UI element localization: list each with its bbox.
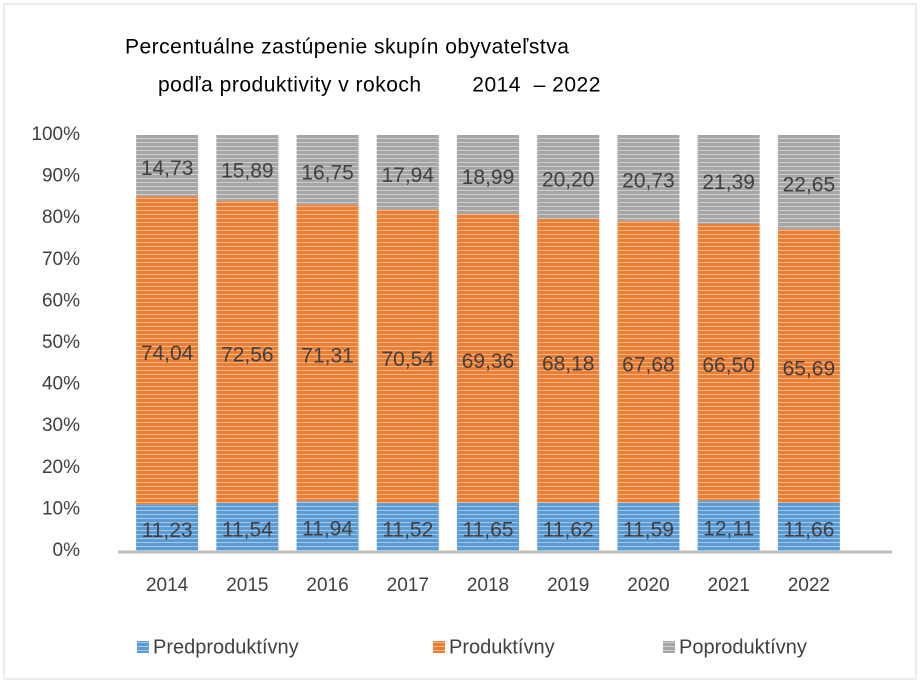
bar-segment: [617, 135, 680, 222]
x-tick-label: 2020: [627, 575, 669, 596]
y-tick-label: 30%: [42, 415, 80, 436]
x-tick-label: 2018: [467, 575, 509, 596]
y-tick-label: 90%: [42, 166, 80, 187]
data-label: 20,20: [542, 169, 595, 192]
bar-segment: [617, 502, 680, 551]
data-label: 11,59: [623, 518, 674, 541]
bar-segment: [777, 229, 840, 503]
x-tick-label: 2017: [387, 575, 429, 596]
data-label: 72,56: [221, 344, 274, 367]
bar-segment: [296, 135, 359, 205]
y-tick-label: 100%: [31, 124, 80, 145]
data-label: 71,31: [301, 345, 354, 368]
data-label: 11,52: [382, 519, 433, 542]
bar-segment: [136, 504, 199, 551]
bar-segment: [376, 135, 439, 210]
data-label: 68,18: [542, 352, 595, 375]
bar-segment: [617, 221, 680, 503]
data-label: 11,94: [302, 518, 353, 541]
legend-label: Poproduktívny: [679, 636, 807, 658]
x-tick-label: 2021: [708, 575, 750, 596]
data-label: 17,94: [381, 164, 434, 187]
legend-swatch: [433, 641, 445, 653]
legend-swatch: [663, 641, 675, 653]
bar-segment: [697, 223, 760, 501]
bar-segment: [216, 135, 279, 202]
bar-segment: [136, 196, 199, 505]
data-label: 11,54: [222, 519, 273, 542]
y-tick-label: 50%: [42, 332, 80, 353]
bar-segment: [537, 502, 600, 551]
y-tick-label: 60%: [42, 290, 80, 311]
data-label: 66,50: [702, 354, 755, 377]
bar-segment: [136, 135, 199, 197]
data-label: 11,23: [142, 519, 193, 542]
y-tick-label: 0%: [53, 540, 81, 561]
bar-segment: [537, 135, 600, 220]
bar-segment: [777, 502, 840, 551]
data-label: 74,04: [141, 342, 194, 365]
bar-segment: [697, 135, 760, 224]
data-label: 69,36: [462, 350, 515, 373]
x-tick-label: 2019: [547, 575, 589, 596]
x-tick-label: 2015: [226, 575, 268, 596]
bar-segment: [376, 503, 439, 551]
bar-segment: [537, 219, 600, 503]
y-tick-label: 20%: [42, 457, 80, 478]
bar-segment: [697, 500, 760, 551]
data-label: 21,39: [702, 171, 755, 194]
bar-segment: [376, 209, 439, 504]
bar-segment: [216, 502, 279, 551]
y-tick-label: 80%: [42, 207, 80, 228]
y-tick-label: 70%: [42, 249, 80, 270]
y-tick-label: 10%: [42, 498, 80, 519]
data-label: 11,65: [463, 518, 514, 541]
data-label: 15,89: [221, 160, 274, 183]
data-label: 67,68: [622, 354, 675, 377]
bar-segment: [777, 135, 840, 230]
data-label: 12,11: [703, 517, 754, 540]
data-label: 11,62: [543, 518, 594, 541]
bar-segment: [457, 213, 519, 503]
legend-label: Produktívny: [449, 636, 555, 658]
data-label: 22,65: [783, 174, 836, 197]
x-tick-label: 2014: [146, 575, 189, 596]
x-tick-label: 2022: [788, 575, 830, 596]
legend-swatch: [137, 641, 149, 653]
y-tick-label: 40%: [42, 374, 80, 395]
bar-segment: [296, 501, 359, 551]
data-label: 65,69: [783, 357, 836, 380]
data-label: 18,99: [462, 166, 515, 189]
data-label: 14,73: [141, 157, 194, 180]
x-tick-label: 2016: [306, 575, 348, 596]
data-label: 11,66: [783, 518, 834, 541]
bar-segment: [216, 201, 279, 503]
chart-title: podľa produktivity v rokoch 2014 – 2022: [158, 74, 601, 97]
data-label: 16,75: [301, 161, 354, 184]
legend-label: Predproduktívny: [153, 636, 299, 658]
bar-segment: [457, 135, 519, 214]
bar-segment: [457, 502, 519, 551]
data-label: 20,73: [622, 170, 675, 193]
bar-segment: [296, 204, 359, 502]
chart-title: Percentuálne zastúpenie skupín obyvateľs…: [125, 36, 569, 59]
data-label: 70,54: [381, 348, 434, 371]
